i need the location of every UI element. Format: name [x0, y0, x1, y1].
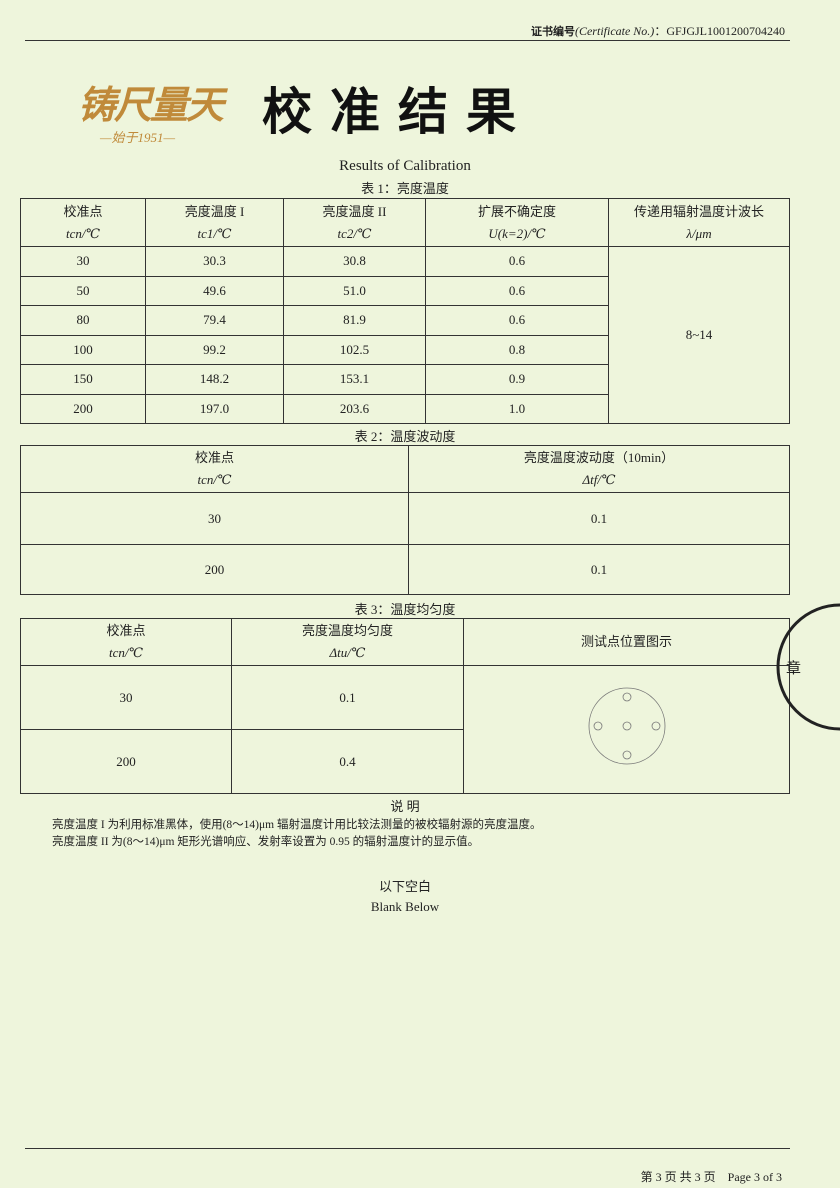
table-row: 100 99.2 102.5 0.8: [20, 334, 790, 365]
cell: 30.3: [145, 246, 284, 277]
cell: 200: [20, 393, 146, 424]
footer-rule: [25, 1148, 790, 1149]
table1-caption: 表 1：亮度温度: [361, 181, 449, 196]
cell: 50: [20, 275, 146, 306]
cell: 49.6: [145, 275, 284, 306]
cell: 30: [20, 246, 146, 277]
header-unit: Δtf/℃: [582, 472, 616, 487]
table-row: 200 0.1: [20, 544, 790, 595]
certificate-number: 证书编号(Certificate No.)：GFJGJL100120070424…: [530, 24, 785, 38]
cell: 0.6: [425, 275, 609, 306]
wavelength-cell: 8~14: [608, 246, 790, 424]
header-unit: tc1/℃: [197, 225, 232, 241]
cell: 150: [20, 364, 146, 395]
page-number: 第 3 页 共 3 页 Page 3 of 3: [640, 1170, 782, 1184]
cell: 99.2: [145, 334, 284, 365]
cell: 30: [20, 665, 232, 730]
cell: 102.5: [283, 334, 426, 365]
table-row: 30 0.1: [20, 665, 790, 794]
table-row: 80 79.4 81.9 0.6: [20, 305, 790, 336]
test-point-diagram: [463, 665, 790, 794]
table-row: 50 49.6 51.0 0.6: [20, 275, 790, 306]
header-cell: 传递用辐射温度计波长: [633, 203, 764, 219]
header-cell: 校准点: [106, 623, 146, 638]
page-title: 校准结果: [262, 83, 534, 141]
cell: 0.6: [425, 246, 609, 277]
cell: 30.8: [283, 246, 426, 277]
blank-below-en: Blank Below: [370, 899, 440, 914]
cell: 0.9: [425, 364, 609, 395]
table-row: 200 197.0 203.6 1.0: [20, 393, 790, 424]
cell: 0.4: [231, 729, 464, 794]
notes-title: 说 明: [390, 799, 420, 814]
cell: 203.6: [283, 393, 426, 424]
cell: 200: [20, 544, 409, 595]
subtitle: Results of Calibration: [339, 158, 471, 174]
table-temperature-uniformity: 校准点 tcn/℃ 亮度温度均匀度 Δtu/℃ 测试点位置图示 30 0.1 200 0…: [20, 618, 790, 794]
table-row: 30 0.1: [20, 492, 790, 545]
cell: 0.1: [408, 492, 790, 545]
cell: 153.1: [283, 364, 426, 395]
cell: 200: [20, 729, 232, 794]
svg-text:章: 章: [786, 659, 801, 677]
table3-caption: 表 3：温度均匀度: [354, 602, 456, 617]
table-header: 校准点 tcn/℃ 亮度温度波动度（10min） Δtf/℃: [20, 445, 790, 493]
logo: 铸尺量天: [78, 82, 224, 127]
header-cell: 亮度温度均匀度: [301, 623, 393, 638]
table-row: 200 0.4: [20, 729, 790, 794]
test-point-diagram-icon: [588, 687, 665, 765]
header-cell: 亮度温度波动度（10min）: [523, 450, 675, 465]
logo-since: —始于1951—: [100, 130, 176, 145]
table-header: 校准点 tcn/℃ 亮度温度均匀度 Δtu/℃ 测试点位置图示: [20, 618, 790, 666]
header-cell: 亮度温度 I: [184, 203, 245, 219]
table-brightness-temperature: 校准点 tcn/℃ 亮度温度 I tc1/℃ 亮度温度 II tc2/℃ 扩展不确定度…: [20, 198, 790, 424]
cell: 51.0: [283, 275, 426, 306]
table-row: 150 148.2 153.1 0.9: [20, 364, 790, 395]
blank-below-cn: 以下空白: [378, 879, 431, 894]
cell: 148.2: [145, 364, 284, 395]
header-unit: U(k=2)/℃: [488, 225, 546, 241]
table-temperature-fluctuation: 校准点 tcn/℃ 亮度温度波动度（10min） Δtf/℃ 30 0.1 200 0.…: [20, 445, 790, 595]
header-unit: tcn/℃: [65, 225, 101, 241]
notes: 亮度温度 I 为利用标准黑体，使用(8～14)μm 辐射温度计用比较法测量的被校…: [52, 817, 541, 851]
cell: 0.6: [425, 305, 609, 336]
note-line: 亮度温度 I 为利用标准黑体，使用(8～14)μm 辐射温度计用比较法测量的被校…: [52, 819, 542, 831]
note-line: 亮度温度 II 为(8～14)μm 矩形光谱响应、发射率设置为 0.95 的辐射…: [52, 836, 480, 848]
cell: 81.9: [283, 305, 426, 336]
cell: 0.1: [231, 665, 464, 730]
official-stamp: 章: [776, 603, 840, 731]
cell: 30: [20, 492, 409, 545]
header-rule: [25, 40, 790, 41]
table2-caption: 表 2：温度波动度: [354, 429, 456, 444]
cell: 197.0: [145, 393, 284, 424]
cell: 79.4: [145, 305, 284, 336]
header-unit: Δtu/℃: [329, 645, 366, 660]
cell: 1.0: [425, 393, 609, 424]
header-unit: tc2/℃: [337, 225, 372, 241]
table-row: 30 30.3 30.8 0.6 8~14: [20, 246, 790, 424]
header-unit: λ/μm: [686, 225, 712, 241]
cell: 80: [20, 305, 146, 336]
header-cell: 扩展不确定度: [477, 203, 556, 219]
cell: 0.1: [408, 544, 790, 595]
header-unit: tcn/℃: [108, 645, 144, 660]
cell: 0.8: [425, 334, 609, 365]
header-cell: 校准点: [194, 450, 234, 465]
table-header: 校准点 tcn/℃ 亮度温度 I tc1/℃ 亮度温度 II tc2/℃ 扩展不确定度…: [20, 198, 790, 247]
header-cell: 亮度温度 II: [322, 203, 387, 219]
header-unit: tcn/℃: [197, 472, 232, 487]
cell: 100: [20, 334, 146, 365]
header-cell: 校准点: [63, 203, 103, 219]
header-cell: 测试点位置图示: [463, 618, 790, 666]
